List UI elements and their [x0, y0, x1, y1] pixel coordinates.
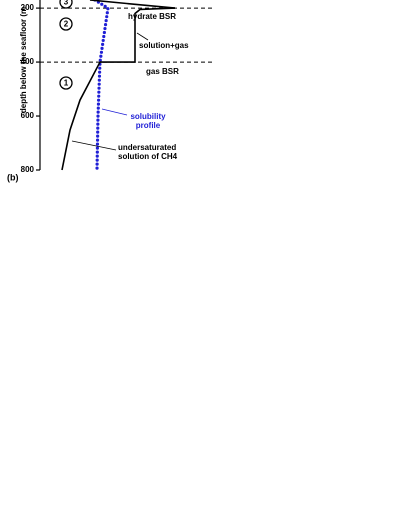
bsr-label: hydrate BSR	[128, 12, 176, 21]
zone-marker	[59, 76, 73, 90]
series-line	[89, 0, 176, 9]
y-axis-label: depth below the seafloor (m	[19, 7, 28, 113]
series-line	[93, 0, 110, 172]
zone-label: 2	[64, 20, 69, 29]
arrow	[71, 140, 117, 151]
y-tick-label: 400	[21, 57, 35, 66]
annotation: profile	[136, 121, 161, 130]
arrow	[136, 32, 149, 41]
annotation: solution of CH4	[118, 152, 178, 161]
y-tick-label: 800	[21, 165, 35, 174]
zone-label: 1	[64, 79, 69, 88]
series-line	[61, 61, 101, 171]
zone-marker	[59, 0, 73, 9]
bsr-label: gas BSR	[146, 67, 179, 76]
panel-label: (b)	[7, 172, 19, 182]
y-tick-label: 600	[21, 111, 35, 120]
annotation: undersaturated	[118, 143, 176, 152]
zone-marker	[59, 17, 73, 31]
series-line	[100, 7, 176, 63]
arrow	[101, 108, 128, 116]
annotation: solubility	[130, 112, 166, 121]
annotation: solution+gas	[139, 41, 189, 50]
y-tick-label: 200	[21, 3, 35, 12]
zone-label: 3	[64, 0, 69, 7]
